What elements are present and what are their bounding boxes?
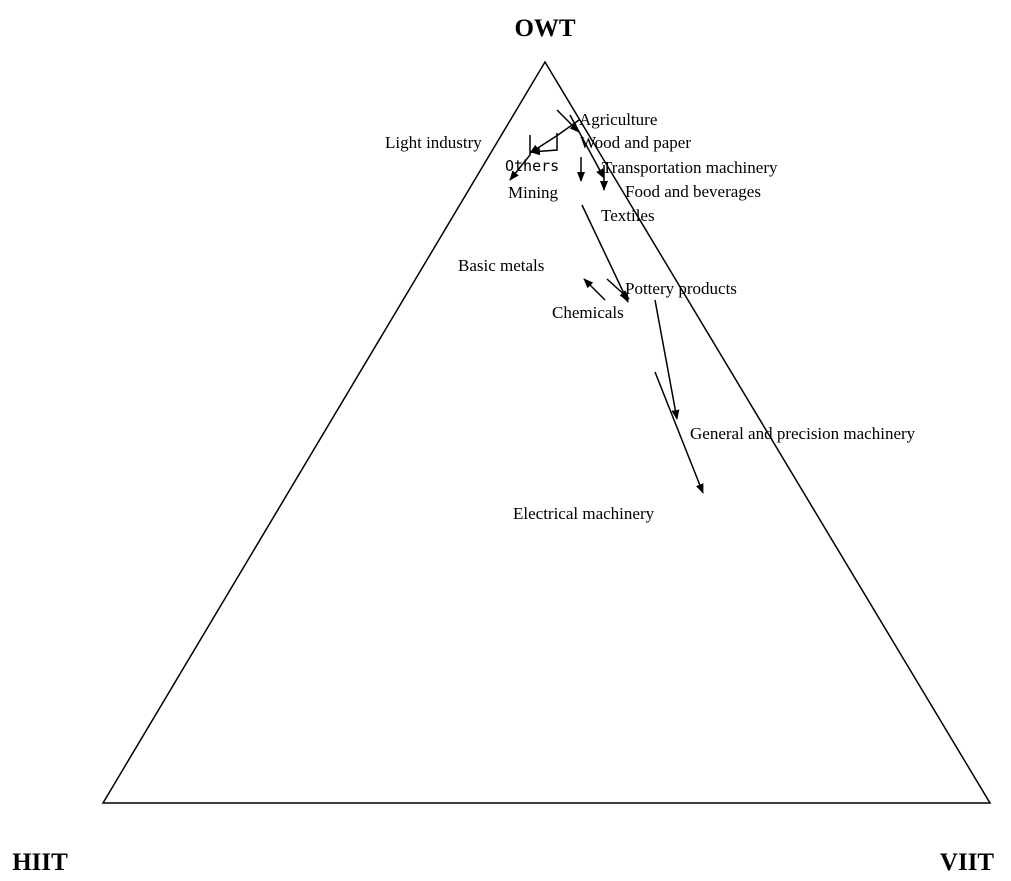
sector-label: Mining (508, 183, 559, 202)
sector-label: Textiles (601, 206, 655, 225)
arrow (606, 278, 630, 300)
sector-label: Pottery products (625, 279, 737, 298)
arrow (583, 278, 606, 301)
arrow (530, 133, 558, 156)
arrow (509, 135, 531, 181)
arrow (581, 204, 629, 303)
arrow (556, 109, 580, 133)
arrow (529, 119, 580, 154)
sector-label: Chemicals (552, 303, 624, 322)
sector-label: Wood and paper (580, 133, 691, 152)
sector-label: Basic metals (458, 256, 544, 275)
sector-label: Others (505, 157, 559, 175)
sector-label: General and precision machinery (690, 424, 916, 443)
arrow (654, 299, 680, 420)
corner-label: HIIT (12, 849, 68, 876)
triangle (101, 60, 992, 804)
sector-label: Electrical machinery (513, 504, 655, 523)
arrows (509, 109, 704, 494)
arrow (569, 114, 605, 179)
sector-label: Agriculture (579, 110, 657, 129)
arrow (654, 371, 704, 494)
sector-label: Transportation machinery (602, 158, 778, 177)
corner-label: VIIT (940, 849, 995, 876)
sector-label: Light industry (385, 133, 482, 152)
corner-label: OWT (514, 15, 575, 42)
sector-label: Food and beverages (625, 182, 761, 201)
